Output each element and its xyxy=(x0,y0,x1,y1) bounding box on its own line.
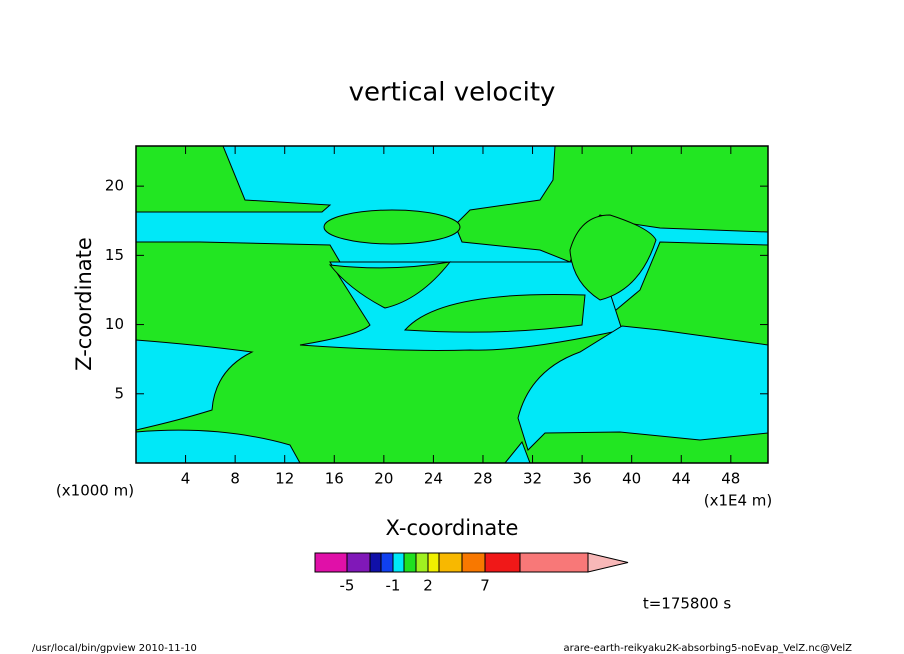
colorbar-extension xyxy=(587,552,629,573)
contour-region xyxy=(403,293,586,333)
x-tick-label: 44 xyxy=(672,470,691,488)
colorbar-segment xyxy=(314,552,348,573)
colorbar-segment xyxy=(484,552,521,573)
colorbar-segment xyxy=(369,552,382,573)
y-tick-label: 15 xyxy=(105,246,124,264)
x-tick-label: 8 xyxy=(230,470,240,488)
colorbar-tick-label: -1 xyxy=(386,577,401,595)
contour-region xyxy=(504,441,531,463)
y-tick-label: 20 xyxy=(105,177,124,195)
chart-title: vertical velocity xyxy=(349,78,556,108)
contour-field xyxy=(136,146,768,463)
y-axis-label: Z-coordinate xyxy=(72,237,96,371)
colorbar-tick-label: -5 xyxy=(340,577,355,595)
contour-region xyxy=(136,339,254,431)
x-tick-label: 24 xyxy=(424,470,443,488)
colorbar-segment xyxy=(403,552,417,573)
colorbar-segment xyxy=(461,552,486,573)
footer-left: /usr/local/bin/gpview 2010-11-10 xyxy=(32,643,197,654)
y-tick-label: 10 xyxy=(105,315,124,333)
time-label: t=175800 s xyxy=(643,595,731,613)
contour-region xyxy=(328,261,452,309)
y-unit-label: (x1000 m) xyxy=(56,482,134,500)
x-tick-label: 20 xyxy=(374,470,393,488)
x-tick-label: 12 xyxy=(275,470,294,488)
colorbar-segment xyxy=(392,552,405,573)
contour-region xyxy=(323,209,461,245)
x-tick-label: 16 xyxy=(325,470,344,488)
x-tick-label: 32 xyxy=(523,470,542,488)
colorbar-segment xyxy=(380,552,394,573)
plot-frame xyxy=(135,145,769,464)
colorbar-segment xyxy=(427,552,440,573)
contour-region xyxy=(517,325,768,451)
colorbar-segment xyxy=(519,552,589,573)
x-axis-label: X-coordinate xyxy=(386,516,519,540)
colorbar-segment xyxy=(415,552,429,573)
x-unit-label: (x1E4 m) xyxy=(704,492,773,510)
colorbar-segment xyxy=(346,552,371,573)
colorbar-tick-label: 7 xyxy=(480,577,490,595)
x-tick-label: 28 xyxy=(473,470,492,488)
contour-region xyxy=(136,429,301,463)
x-tick-label: 48 xyxy=(721,470,740,488)
x-tick-label: 40 xyxy=(622,470,641,488)
x-tick-label: 4 xyxy=(181,470,191,488)
colorbar-segment xyxy=(438,552,463,573)
contour-region xyxy=(569,214,657,301)
x-tick-label: 36 xyxy=(573,470,592,488)
colorbar-tick-label: 2 xyxy=(423,577,433,595)
y-tick-label: 5 xyxy=(114,384,124,402)
footer-right: arare-earth-reikyaku2K-absorbing5-noEvap… xyxy=(564,643,853,654)
